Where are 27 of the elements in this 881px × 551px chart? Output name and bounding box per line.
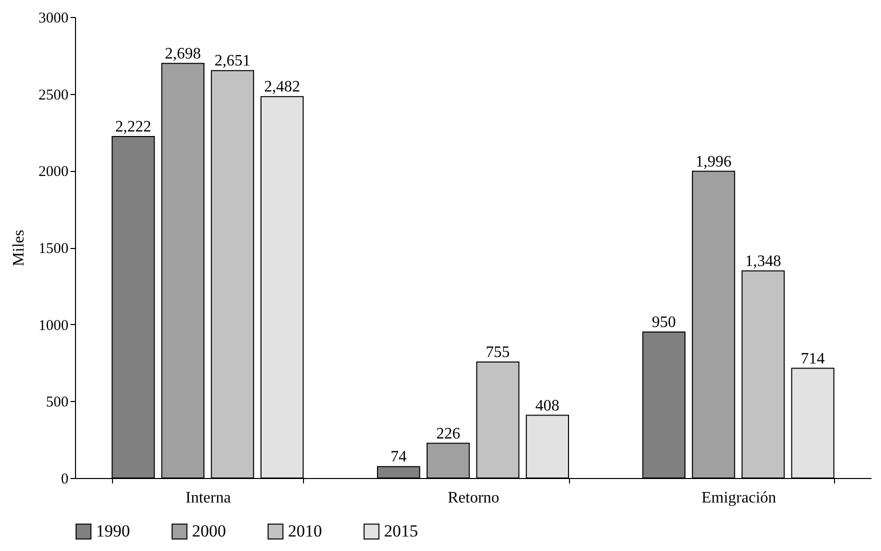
x-tick-label: Interna [186, 490, 231, 506]
y-tick-label: 0 [61, 472, 68, 488]
x-tick-label: Emigración [702, 490, 776, 506]
y-tick-label: 1000 [38, 318, 68, 334]
y-tick-label: 1500 [38, 241, 68, 257]
data-label: 2,222 [115, 118, 152, 136]
legend-label: 2015 [384, 522, 418, 541]
data-label: 2,482 [264, 78, 300, 96]
y-tick-label: 2000 [38, 164, 68, 180]
y-tick-label: 2500 [38, 87, 68, 104]
data-label: 74 [390, 448, 407, 466]
data-label: 950 [652, 314, 676, 332]
data-label: 755 [486, 344, 510, 361]
data-label: 226 [436, 425, 460, 442]
legend-label: 2000 [192, 522, 226, 541]
x-tick-label: Retorno [448, 490, 500, 506]
data-label: 1,996 [696, 153, 732, 170]
legend-label: 1990 [96, 522, 130, 541]
data-label: 2,651 [214, 52, 250, 70]
y-tick-label: 500 [46, 394, 68, 411]
y-tick-label: 3000 [38, 10, 68, 26]
data-label: 1,348 [745, 252, 782, 270]
data-label: 2,698 [164, 45, 201, 62]
data-label: 408 [535, 397, 560, 414]
data-label: 714 [800, 350, 825, 368]
y-axis-title: Miles [10, 230, 28, 266]
legend-label: 2010 [288, 522, 322, 541]
